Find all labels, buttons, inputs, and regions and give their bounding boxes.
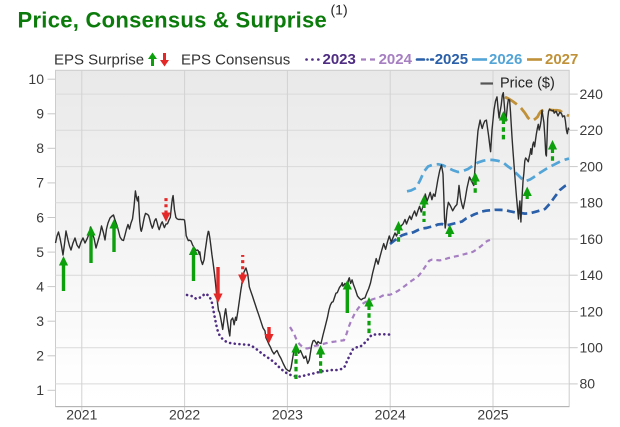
svg-text:2025: 2025 xyxy=(435,51,468,68)
svg-text:2027: 2027 xyxy=(545,51,578,68)
svg-text:Price, Consensus & Surprise: Price, Consensus & Surprise xyxy=(18,8,328,33)
svg-text:10: 10 xyxy=(28,71,44,87)
svg-text:2022: 2022 xyxy=(169,407,200,423)
svg-text:2024: 2024 xyxy=(379,51,413,68)
svg-text:100: 100 xyxy=(580,340,604,356)
svg-text:4: 4 xyxy=(36,278,44,294)
svg-text:2023: 2023 xyxy=(323,51,356,68)
svg-text:2026: 2026 xyxy=(489,51,522,68)
svg-text:2023: 2023 xyxy=(272,407,303,423)
svg-text:140: 140 xyxy=(580,267,604,283)
svg-text:5: 5 xyxy=(36,244,44,260)
svg-text:1: 1 xyxy=(36,382,44,398)
svg-text:6: 6 xyxy=(36,209,44,225)
svg-text:80: 80 xyxy=(580,376,596,392)
svg-text:2025: 2025 xyxy=(477,407,508,423)
svg-text:9: 9 xyxy=(36,106,44,122)
svg-text:(1): (1) xyxy=(331,2,348,18)
svg-text:180: 180 xyxy=(580,195,604,211)
svg-text:240: 240 xyxy=(580,86,604,102)
svg-text:Price ($): Price ($) xyxy=(500,75,555,91)
svg-text:2021: 2021 xyxy=(66,407,97,423)
svg-text:2024: 2024 xyxy=(375,407,406,423)
svg-text:8: 8 xyxy=(36,140,44,156)
svg-text:160: 160 xyxy=(580,231,604,247)
svg-text:200: 200 xyxy=(580,158,604,174)
svg-text:120: 120 xyxy=(580,303,604,319)
svg-text:EPS Surprise: EPS Surprise xyxy=(54,52,144,69)
svg-text:3: 3 xyxy=(36,313,44,329)
svg-text:7: 7 xyxy=(36,175,44,191)
svg-text:220: 220 xyxy=(580,122,604,138)
svg-text:2: 2 xyxy=(36,348,44,364)
svg-text:EPS Consensus: EPS Consensus xyxy=(181,52,290,69)
